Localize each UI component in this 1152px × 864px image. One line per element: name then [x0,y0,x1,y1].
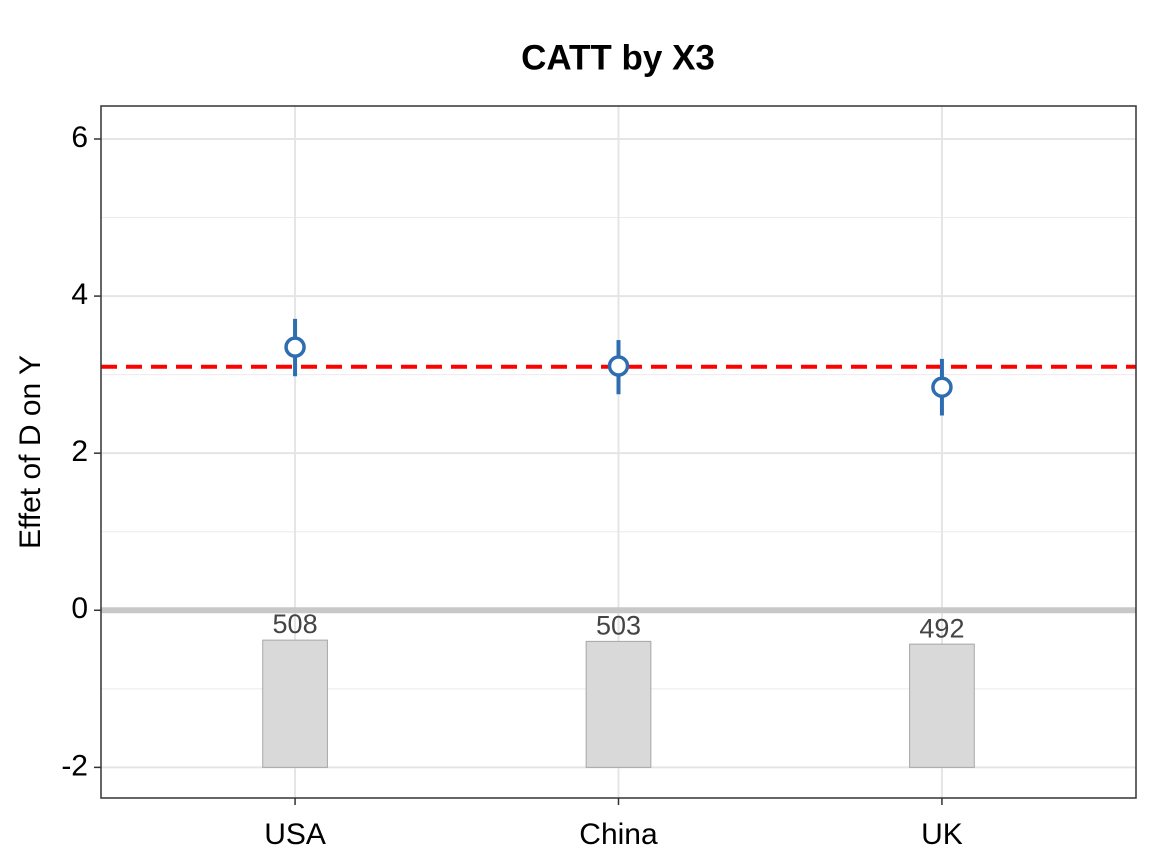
point [931,376,953,398]
y-tick-label: -2 [61,749,88,782]
y-tick-label: 2 [71,435,88,468]
count-bar [909,643,975,768]
point [607,355,630,377]
count-label: 492 [919,613,964,643]
y-axis-label: Effet of D on Y [14,355,47,549]
count-label: 503 [596,610,641,640]
y-tick-label: 0 [71,592,88,625]
count-bar [585,640,652,768]
count-label: 508 [273,609,318,639]
count-bar [262,639,328,768]
y-tick-label: 6 [71,121,88,154]
plot-border [100,105,1137,799]
x-tick-label: USA [264,818,326,851]
point [284,336,306,358]
x-tick-label: UK [921,818,963,851]
chart-title: CATT by X3 [521,38,715,77]
x-tick-label: China [579,818,658,851]
y-tick-label: 4 [71,278,88,311]
